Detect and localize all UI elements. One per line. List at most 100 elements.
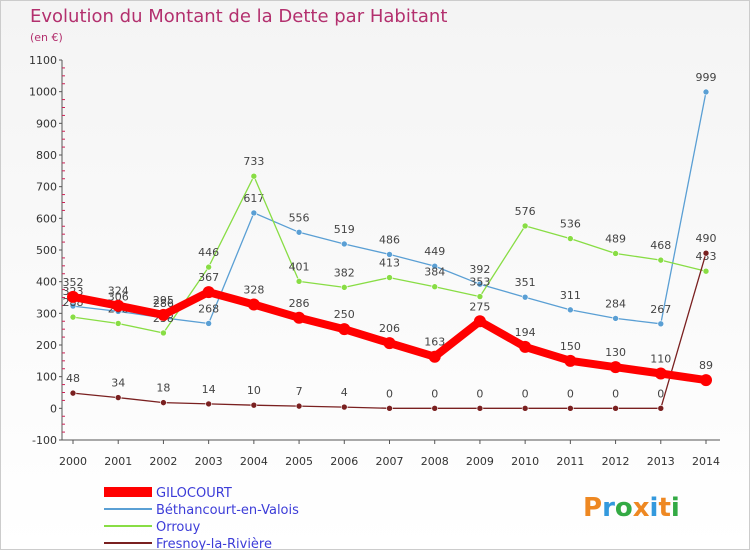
- y-tick-label: 1100: [29, 54, 57, 67]
- data-point: [157, 308, 170, 321]
- data-point: [564, 354, 577, 367]
- x-tick-label: 2000: [59, 455, 87, 468]
- data-point: [567, 306, 574, 314]
- x-tick-label: 2006: [330, 455, 358, 468]
- data-point: [476, 405, 484, 412]
- legend-label: Béthancourt-en-Valois: [156, 503, 299, 518]
- data-point: [612, 405, 619, 412]
- data-label: 206: [379, 322, 400, 335]
- data-label: 110: [650, 353, 671, 366]
- data-label: 328: [243, 283, 264, 296]
- data-point: [160, 399, 167, 406]
- data-label: 519: [334, 223, 355, 236]
- data-label: 413: [379, 257, 400, 270]
- x-tick-label: 2007: [376, 455, 404, 468]
- data-point: [293, 311, 306, 324]
- legend-label: Fresnoy-la-Rivière: [156, 537, 272, 550]
- data-point: [202, 286, 215, 299]
- data-point: [340, 403, 348, 411]
- axes: -100010020030040050060070080090010001100…: [29, 54, 720, 468]
- data-label: 617: [243, 192, 264, 205]
- y-tick-label: 100: [36, 371, 57, 384]
- x-tick-label: 2002: [149, 455, 177, 468]
- data-label: 89: [699, 359, 713, 372]
- y-tick-label: 700: [36, 181, 57, 194]
- data-label: 382: [334, 266, 355, 279]
- y-tick-label: 800: [36, 149, 57, 162]
- data-label: 34: [111, 377, 125, 390]
- data-label: 352: [63, 276, 84, 289]
- data-label: 286: [289, 297, 310, 310]
- data-point: [205, 400, 212, 408]
- data-point: [250, 172, 258, 180]
- logo-letter: i: [671, 493, 680, 523]
- data-point: [69, 389, 77, 397]
- data-label: 556: [289, 211, 310, 224]
- data-point: [295, 228, 303, 236]
- data-point: [521, 222, 529, 230]
- data-label: 163: [424, 336, 445, 349]
- data-point: [386, 274, 393, 281]
- data-label: 0: [567, 387, 574, 400]
- data-label: 0: [386, 387, 393, 400]
- data-point: [702, 88, 710, 96]
- x-tick-label: 2013: [647, 455, 675, 468]
- data-point: [519, 340, 532, 353]
- legend: GILOCOURT Béthancourt-en-Valois Orrouy Fres…: [104, 486, 299, 550]
- data-point: [431, 405, 439, 412]
- data-label: 10: [247, 384, 261, 397]
- x-tick-label: 2014: [692, 455, 720, 468]
- data-point: [386, 405, 393, 412]
- x-tick-label: 2009: [466, 455, 494, 468]
- data-label: 384: [424, 266, 445, 279]
- data-point: [612, 250, 619, 257]
- data-point: [205, 263, 212, 271]
- data-point: [431, 283, 439, 291]
- y-tick-label: 0: [50, 402, 57, 415]
- y-tick-label: 300: [36, 307, 57, 320]
- data-label: 0: [612, 387, 619, 400]
- x-tick-label: 2010: [511, 455, 539, 468]
- chart-title: Evolution du Montant de la Dette par Hab…: [30, 6, 447, 27]
- data-label: 0: [476, 387, 483, 400]
- data-label: 306: [108, 290, 129, 303]
- data-label: 468: [650, 239, 671, 252]
- data-label: 489: [605, 232, 626, 245]
- data-point: [69, 302, 77, 310]
- data-point: [473, 315, 486, 328]
- series-1: 3233062862686175565194864493923513112842…: [63, 71, 717, 328]
- legend-label: Orrouy: [156, 520, 201, 535]
- data-point: [521, 293, 529, 301]
- data-point: [567, 405, 574, 412]
- data-point: [702, 249, 710, 257]
- x-tick-label: 2001: [104, 455, 132, 468]
- logo-letter: o: [615, 493, 633, 523]
- data-point: [295, 402, 303, 410]
- data-point: [431, 262, 439, 270]
- data-label: 284: [605, 297, 626, 310]
- data-label: 449: [424, 245, 445, 258]
- logo-letter: x: [633, 493, 650, 523]
- data-label: 295: [153, 294, 174, 307]
- data-point: [386, 251, 393, 258]
- proxiti-logo: Proxiti: [583, 493, 680, 523]
- x-tick-label: 2008: [421, 455, 449, 468]
- data-point: [567, 235, 574, 242]
- data-point: [114, 394, 122, 401]
- series-layer: 3233062862686175565194864493923513112842…: [63, 71, 717, 412]
- data-label: 490: [696, 232, 717, 245]
- data-point: [612, 315, 619, 322]
- x-tick-label: 2012: [602, 455, 630, 468]
- data-label: 0: [657, 387, 664, 400]
- x-tick-label: 2005: [285, 455, 313, 468]
- data-point: [338, 323, 351, 336]
- logo-letter: P: [583, 493, 602, 523]
- y-tick-label: -100: [32, 434, 57, 447]
- data-point: [428, 350, 441, 363]
- data-label: 275: [469, 300, 490, 313]
- data-label: 48: [66, 372, 80, 385]
- series-3: 48 34 18 14 10 7 4 0 0 0 0 0 0 0 490: [66, 232, 717, 412]
- data-point: [205, 320, 212, 327]
- data-point: [295, 278, 303, 285]
- data-label: 14: [202, 383, 216, 396]
